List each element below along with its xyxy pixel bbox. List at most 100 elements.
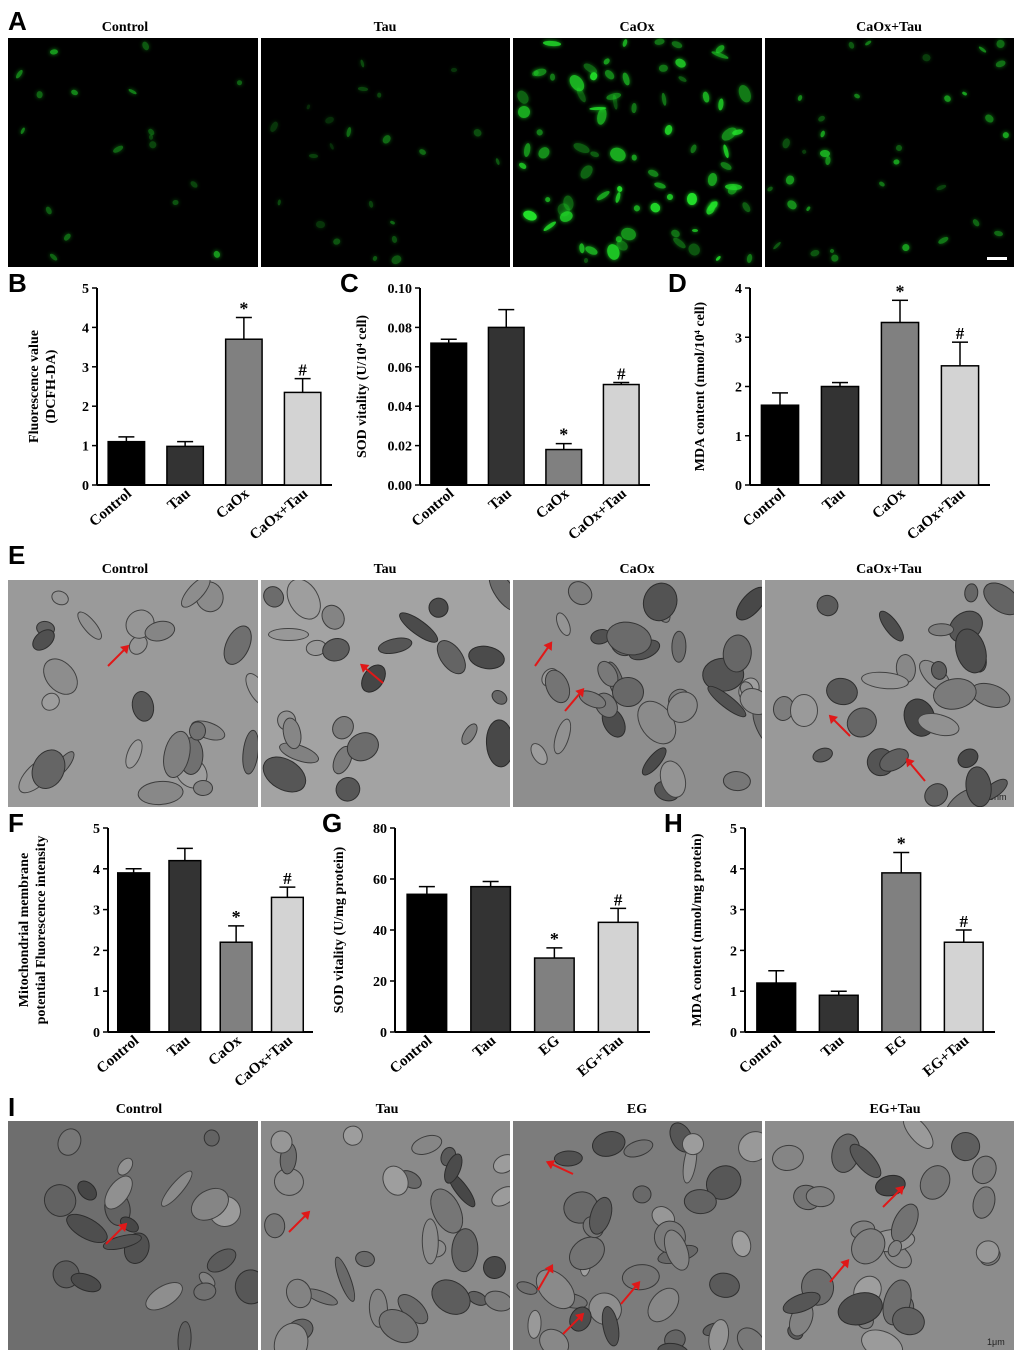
bar [219, 941, 253, 1033]
fluorescent-cell [236, 79, 243, 86]
fluorescent-cell [495, 157, 501, 166]
row-i-title-eg-tau: EG+Tau [869, 1102, 921, 1117]
mitochondrion [927, 622, 955, 637]
fluorescent-cell [686, 241, 703, 258]
fluorescent-cell [785, 198, 799, 212]
fluorescent-cell [996, 39, 1005, 48]
fluorescent-cell [1002, 131, 1010, 139]
fluorescent-cell [333, 237, 342, 245]
category-label: Control [87, 486, 135, 530]
mitochondrion [73, 607, 106, 644]
row-e-title-caox-tau: CaOx+Tau [856, 562, 922, 577]
fluorescent-cell [766, 185, 774, 193]
fluorescent-cell [714, 255, 722, 262]
fluorescent-cell [653, 181, 667, 191]
red-arrow-icon [906, 758, 926, 782]
fluorescent-cell [632, 203, 642, 213]
y-tick-label: 0.04 [388, 400, 413, 415]
significance-mark: * [550, 929, 559, 949]
mitochondrion [722, 770, 752, 792]
mitochondrion [431, 634, 472, 679]
fluorescent-cell [542, 40, 561, 47]
row-a-title-control: Control [101, 20, 149, 35]
bar [270, 896, 305, 1033]
mitochondrion [977, 580, 1014, 622]
category-label: Control [94, 1033, 142, 1077]
fluorescent-cell [36, 90, 43, 99]
fluorescent-cell [583, 257, 589, 263]
fluorescent-cell [895, 144, 903, 152]
mitochondrion [809, 745, 835, 766]
mitochondrion [489, 1150, 510, 1178]
tem-image-caox-tau: 500nm [765, 580, 1014, 807]
category-label: EG [883, 1033, 910, 1059]
bar [760, 404, 800, 486]
mitochondrion [482, 580, 510, 616]
red-arrow-icon [288, 1211, 310, 1233]
mitochondrion [840, 700, 884, 744]
bar [597, 921, 639, 1033]
fluorescent-cell [566, 71, 587, 94]
fluorescent-cell [746, 253, 754, 265]
mitochondrion [707, 1270, 743, 1302]
mitochondrion [140, 1276, 188, 1317]
panel-letter-e: E [8, 540, 26, 570]
fluorescent-cell [942, 94, 953, 104]
mitochondrion [481, 1287, 510, 1315]
fluorescent-cell [805, 206, 811, 212]
fluorescent-cell [607, 145, 628, 164]
category-label: Tau [486, 486, 515, 514]
significance-mark: # [283, 869, 292, 888]
fluorescent-cell [935, 184, 947, 192]
category-label: Tau [165, 486, 194, 514]
row-a-title-tau: Tau [373, 20, 397, 35]
mitochondrion [280, 580, 328, 626]
y-tick-label: 2 [735, 381, 742, 396]
fluorescent-cell [661, 92, 668, 106]
mitochondrion [53, 1124, 86, 1160]
fluorescent-cell [658, 64, 668, 73]
fluorescent-cell [654, 38, 665, 46]
y-tick-label: 0 [730, 1026, 737, 1041]
fluorescent-cell [148, 134, 153, 140]
fluorescent-cell [707, 172, 719, 187]
fluorescent-cell [830, 255, 839, 263]
mitochondrion [341, 1123, 365, 1148]
mitochondrion [632, 1184, 652, 1204]
y-tick-label: 0.08 [388, 321, 413, 336]
fluorescent-cell [368, 200, 375, 208]
row-a-title-caox: CaOx [619, 20, 655, 35]
mitochondrion [730, 581, 762, 626]
fluorescent-cell [819, 129, 826, 138]
fluorescent-cell [377, 92, 382, 98]
chart-b: 0 1 2 3 4 5 Fluorescence value (DCFH-DA) Control… [27, 282, 332, 543]
tem-kidney-image-eg-tau: 1μm [765, 1121, 1014, 1350]
fluorescent-cell [112, 144, 125, 154]
y-tick-label: 0.10 [388, 282, 413, 297]
mitochondrion [874, 606, 908, 645]
mitochondrion [487, 1181, 510, 1211]
y-tick-label: 5 [93, 822, 100, 837]
significance-mark: # [960, 912, 969, 931]
bar [283, 391, 322, 486]
fluorescent-cell [740, 201, 752, 214]
y-tick-label: 0.02 [388, 440, 413, 455]
bar [756, 982, 797, 1033]
fluorescent-cell [189, 179, 199, 189]
y-axis-label: MDA content (nmol/10⁴ cell) [693, 301, 708, 471]
y-tick-label: 2 [730, 944, 737, 959]
mitochondrion [637, 580, 683, 626]
panel-letter-b: B [8, 268, 27, 298]
row-e-title-caox: CaOx [619, 562, 655, 577]
mitochondrion [239, 728, 258, 776]
fluorescent-cell [522, 142, 532, 158]
mitochondrion [670, 630, 687, 663]
fluorescence-image-caox [513, 38, 762, 267]
mitochondrion [316, 599, 350, 634]
fluorescent-cell [70, 88, 80, 97]
category-label: CaOx [870, 485, 909, 522]
fluorescent-cell [631, 102, 637, 114]
fluorescent-cell [578, 242, 585, 254]
bar [818, 994, 859, 1033]
mitochondrion [376, 634, 414, 657]
